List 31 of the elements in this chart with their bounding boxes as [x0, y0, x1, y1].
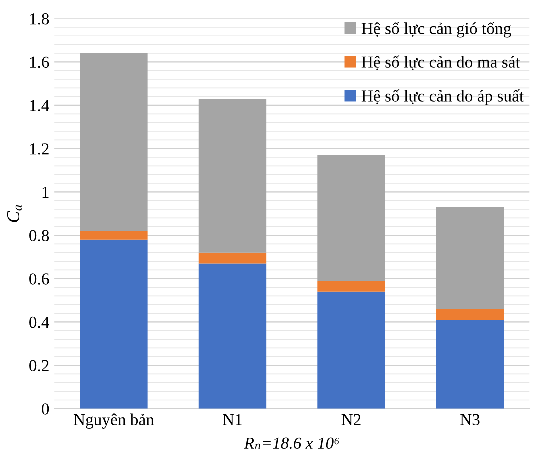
y-tick-label: 0.6 [30, 274, 50, 285]
x-tick-label: N3 [460, 414, 480, 426]
bar [436, 320, 504, 409]
bar [198, 264, 267, 409]
bar [80, 53, 148, 232]
bar [436, 309, 504, 320]
y-tick-label: 1.8 [30, 14, 50, 25]
bar [198, 252, 267, 264]
y-tick-label: 1.4 [30, 100, 50, 112]
bar [80, 231, 148, 240]
y-tick-label: 1 [42, 186, 49, 198]
bar [318, 155, 386, 282]
x-axis-title: Rₙ=18.6 x 10⁶ [244, 438, 340, 450]
y-tick-label: 0.8 [30, 230, 50, 242]
y-tick-label: 0.2 [30, 360, 49, 372]
y-tick-label: 0 [42, 404, 50, 415]
bar [80, 240, 148, 409]
x-tick-label: Nguyên bản [74, 414, 154, 429]
bar [318, 292, 386, 409]
bar [436, 207, 504, 310]
y-tick-label: 0.4 [30, 316, 50, 328]
y-tick-label: 1.2 [30, 144, 49, 155]
bar [198, 98, 267, 253]
x-tick-label: N2 [342, 414, 361, 426]
y-axis-title: C$_{a}$ [7, 205, 22, 222]
x-tick-label: N1 [223, 414, 242, 426]
legend-label: Hệ số lực cản gió tổng [362, 22, 512, 38]
legend-label: Hệ số lực cản do áp suất [362, 90, 524, 106]
legend-label: Hệ số lực cản do ma sát [362, 56, 520, 71]
bar [318, 281, 386, 292]
y-tick-label: 1.6 [30, 56, 50, 68]
